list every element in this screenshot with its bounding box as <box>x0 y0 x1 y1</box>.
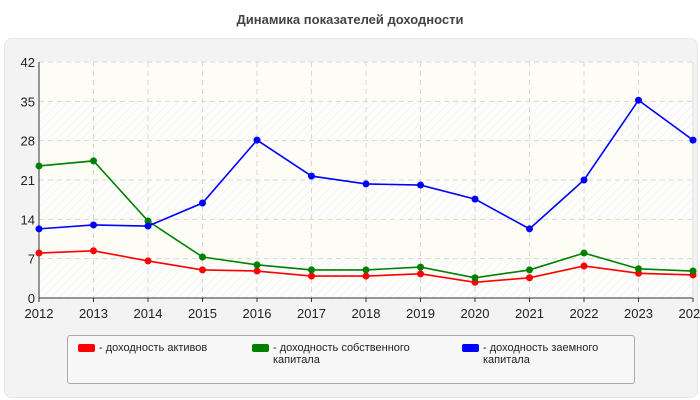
x-tick-label: 2016 <box>243 306 272 321</box>
data-point <box>144 217 152 225</box>
x-tick-label: 2019 <box>406 306 435 321</box>
x-tick-label: 2020 <box>461 306 490 321</box>
legend-swatch <box>78 344 95 352</box>
data-point <box>580 262 588 270</box>
x-tick-label: 2024 <box>679 306 700 321</box>
data-point <box>90 221 97 229</box>
data-point <box>199 266 206 274</box>
data-point <box>580 249 588 257</box>
data-point <box>253 261 261 269</box>
y-tick-label: 7 <box>28 252 35 267</box>
legend-item-equity: - доходность собственного капитала <box>252 342 443 366</box>
legend: - доходность активов - доходность собств… <box>67 335 635 384</box>
data-point <box>308 172 315 180</box>
x-tick-label: 2015 <box>188 306 217 321</box>
y-tick-label: 28 <box>21 134 35 149</box>
data-point <box>90 247 97 255</box>
data-point <box>253 267 261 275</box>
chart-title: Динамика показателей доходности <box>236 12 464 27</box>
data-point <box>471 195 479 203</box>
data-point <box>417 181 424 189</box>
x-tick-label: 2017 <box>297 306 326 321</box>
data-point <box>362 180 370 188</box>
data-point <box>362 272 370 280</box>
data-point <box>526 225 533 233</box>
data-point <box>308 266 315 274</box>
y-tick-label: 0 <box>28 291 35 306</box>
x-tick-label: 2013 <box>79 306 108 321</box>
data-point <box>362 266 370 274</box>
data-point <box>689 136 697 144</box>
data-point <box>308 272 315 280</box>
data-point <box>689 267 697 275</box>
data-point <box>253 136 261 144</box>
legend-label: - доходность собственного капитала <box>273 342 410 366</box>
data-point <box>35 162 43 170</box>
legend-label: - доходность заемного капитала <box>483 342 599 366</box>
data-point <box>199 199 206 207</box>
legend-swatch <box>462 344 479 352</box>
data-point <box>35 225 43 233</box>
x-tick-label: 2014 <box>134 306 163 321</box>
data-point <box>144 222 152 230</box>
y-tick-label: 21 <box>21 173 35 188</box>
legend-label: - доходность активов <box>99 342 208 354</box>
data-point <box>417 270 424 278</box>
legend-item-debt: - доходность заемного капитала <box>462 342 633 366</box>
x-tick-label: 2018 <box>352 306 381 321</box>
data-point <box>144 257 152 265</box>
x-tick-label: 2022 <box>570 306 599 321</box>
data-point <box>635 96 642 104</box>
legend-item-assets: - доходность активов <box>78 342 249 354</box>
y-tick-label: 14 <box>21 212 35 227</box>
data-point <box>199 253 206 261</box>
data-point <box>526 266 533 274</box>
x-tick-label: 2021 <box>515 306 544 321</box>
data-point <box>35 249 43 257</box>
x-tick-label: 2012 <box>25 306 54 321</box>
data-point <box>635 265 642 273</box>
x-tick-label: 2023 <box>624 306 653 321</box>
data-point <box>417 263 424 271</box>
y-tick-label: 35 <box>21 94 35 109</box>
data-point <box>580 176 588 184</box>
data-point <box>90 157 97 165</box>
y-tick-label: 42 <box>21 55 35 70</box>
legend-swatch <box>252 344 269 352</box>
data-point <box>471 274 479 282</box>
data-point <box>526 274 533 282</box>
